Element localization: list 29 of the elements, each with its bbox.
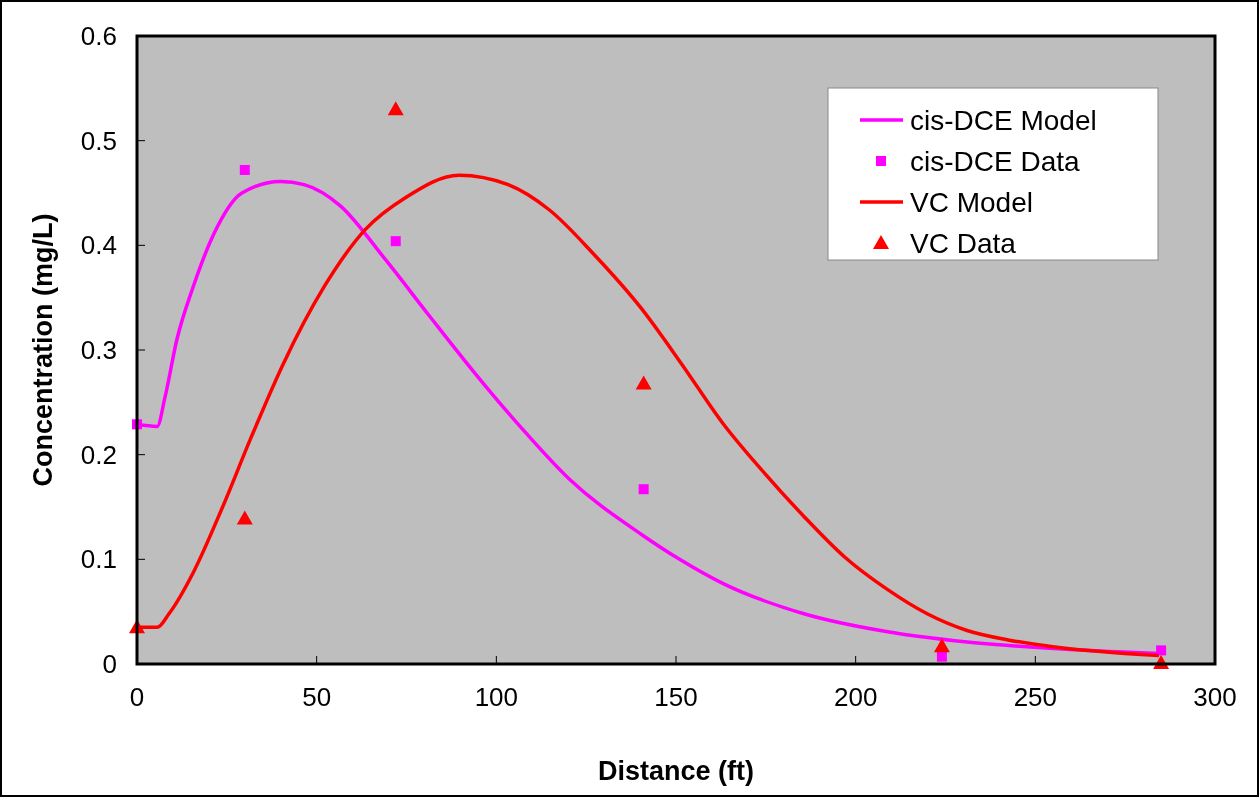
- point: [1156, 645, 1167, 656]
- y-tick-label: 0.5: [80, 125, 117, 156]
- x-tick-label: 50: [302, 682, 332, 712]
- point: [635, 375, 652, 390]
- legend-label: VC Data: [910, 228, 1017, 259]
- x-tick-label: 300: [1193, 682, 1237, 712]
- x-tick-label: 0: [129, 682, 145, 712]
- x-tick-label: 250: [1013, 682, 1058, 712]
- point: [236, 510, 253, 525]
- x-axis-title: Distance (ft): [597, 756, 755, 786]
- x-tick-label: 150: [654, 682, 698, 712]
- point: [936, 651, 947, 662]
- y-tick-label: 0: [102, 649, 117, 679]
- legend-label: VC Model: [910, 187, 1033, 218]
- y-tick-label: 0.2: [80, 439, 117, 470]
- point: [239, 164, 250, 175]
- x-tick-label: 200: [833, 682, 878, 712]
- y-axis-title: Concentration (mg/L): [28, 213, 58, 487]
- legend-label: cis-DCE Model: [910, 105, 1097, 136]
- y-tick-label: 0.3: [80, 335, 117, 365]
- y-tick-label: 0.4: [80, 230, 117, 261]
- x-tick-label: 100: [474, 682, 519, 712]
- y-tick-label: 0.1: [80, 544, 117, 575]
- point: [638, 484, 649, 495]
- point: [387, 101, 404, 116]
- legend-label: cis-DCE Data: [910, 146, 1081, 177]
- point: [933, 638, 950, 653]
- y-tick-label: 0.6: [80, 21, 117, 51]
- point: [390, 236, 401, 247]
